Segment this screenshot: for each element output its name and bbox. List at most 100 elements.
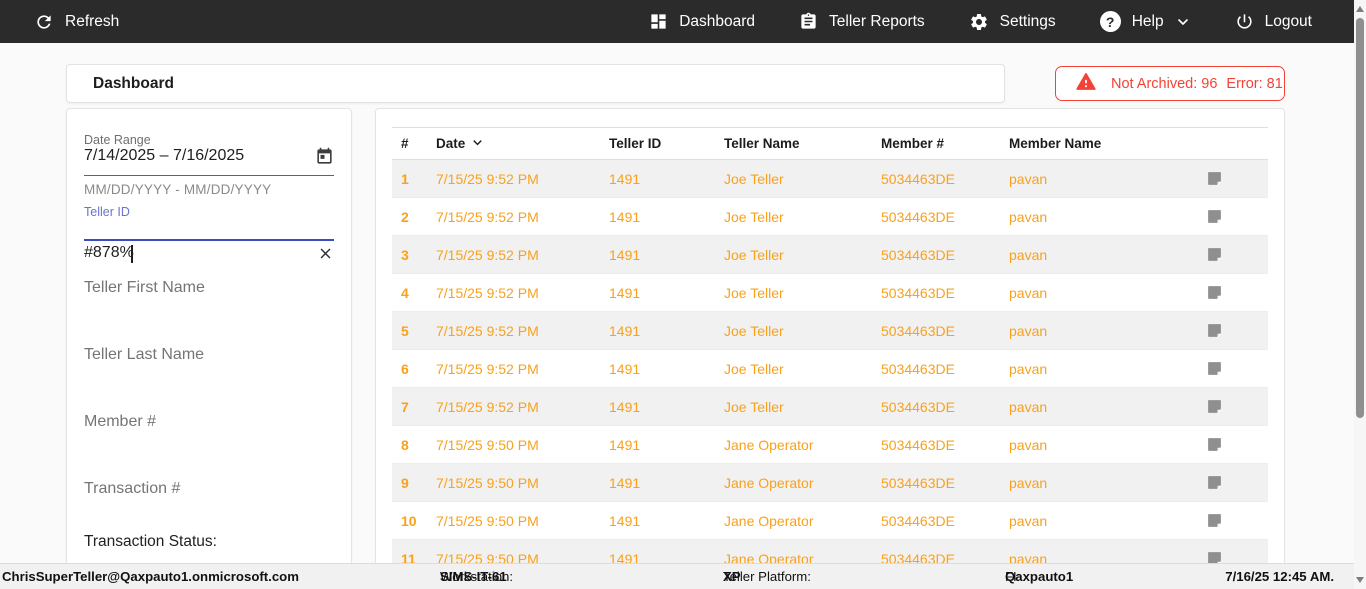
- note-icon[interactable]: [1206, 474, 1268, 491]
- dashboard-icon: [649, 12, 668, 31]
- row-number: 9: [392, 463, 436, 502]
- row-teller-id: 1491: [609, 273, 724, 312]
- row-teller-id: 1491: [609, 311, 724, 350]
- row-teller-name: Jane Operator: [724, 501, 881, 540]
- row-teller-id: 1491: [609, 463, 724, 502]
- table-row[interactable]: 1 7/15/25 9:52 PM 1491 Joe Teller 503446…: [392, 159, 1268, 198]
- note-icon[interactable]: [1206, 512, 1268, 529]
- power-icon: [1235, 12, 1254, 31]
- teller-reports-icon: [799, 12, 818, 31]
- error-count: Error: 81: [1226, 75, 1283, 92]
- vertical-scrollbar[interactable]: [1354, 0, 1366, 589]
- table-row[interactable]: 2 7/15/25 9:52 PM 1491 Joe Teller 503446…: [392, 197, 1268, 236]
- row-date: 7/15/25 9:52 PM: [436, 349, 609, 388]
- page-title-card: Dashboard: [66, 64, 1005, 103]
- row-member-number: 5034463DE: [881, 273, 1009, 312]
- row-member-number: 5034463DE: [881, 349, 1009, 388]
- nav-item-teller-reports[interactable]: Teller Reports: [799, 12, 925, 31]
- row-member-number: 5034463DE: [881, 311, 1009, 350]
- logout-button[interactable]: Logout: [1235, 12, 1312, 31]
- row-member-number: 5034463DE: [881, 159, 1009, 198]
- top-nav: Refresh Dashboard Teller Reports Setting…: [0, 0, 1354, 43]
- row-teller-name: Joe Teller: [724, 387, 881, 426]
- table-row[interactable]: 9 7/15/25 9:50 PM 1491 Jane Operator 503…: [392, 463, 1268, 502]
- status-bar: ChrisSuperTeller@Qaxpauto1.onmicrosoft.c…: [0, 563, 1366, 589]
- row-member-name: pavan: [1009, 235, 1206, 274]
- note-icon[interactable]: [1206, 398, 1268, 415]
- row-teller-name: Jane Operator: [724, 463, 881, 502]
- text-cursor: [131, 245, 133, 263]
- table-row[interactable]: 6 7/15/25 9:52 PM 1491 Joe Teller 503446…: [392, 349, 1268, 388]
- calendar-icon[interactable]: [315, 147, 334, 171]
- row-note-cell: [1206, 463, 1268, 502]
- nav-item-dashboard[interactable]: Dashboard: [649, 12, 755, 31]
- teller-last-name-input[interactable]: [84, 346, 334, 370]
- row-member-number: 5034463DE: [881, 387, 1009, 426]
- filter-panel: Date Range 7/14/2025 – 7/16/2025 MM/DD/Y…: [66, 108, 352, 589]
- note-icon[interactable]: [1206, 322, 1268, 339]
- row-teller-name: Jane Operator: [724, 425, 881, 464]
- row-date: 7/15/25 9:50 PM: [436, 425, 609, 464]
- scrollbar-up-arrow[interactable]: [1354, 2, 1366, 16]
- teller-id-value[interactable]: #878%: [84, 244, 134, 261]
- col-header-member-name[interactable]: Member Name: [1009, 127, 1206, 160]
- workstation-info: Workstation: SIMS-IT-61: [440, 569, 514, 584]
- member-number-input[interactable]: [84, 413, 334, 437]
- note-icon[interactable]: [1206, 360, 1268, 377]
- note-icon[interactable]: [1206, 170, 1268, 187]
- fi-info: FI: Qaxpauto1: [1005, 569, 1074, 584]
- archive-error-alert[interactable]: Not Archived: 96 Error: 81: [1055, 66, 1285, 101]
- table-row[interactable]: 7 7/15/25 9:52 PM 1491 Joe Teller 503446…: [392, 387, 1268, 426]
- row-teller-id: 1491: [609, 159, 724, 198]
- note-icon[interactable]: [1206, 436, 1268, 453]
- results-table: # Date Teller ID Teller Name Member # Me…: [392, 127, 1268, 578]
- table-row[interactable]: 4 7/15/25 9:52 PM 1491 Joe Teller 503446…: [392, 273, 1268, 312]
- row-number: 2: [392, 197, 436, 236]
- row-member-number: 5034463DE: [881, 235, 1009, 274]
- row-note-cell: [1206, 387, 1268, 426]
- scrollbar-thumb[interactable]: [1356, 18, 1364, 418]
- row-note-cell: [1206, 425, 1268, 464]
- col-header-number[interactable]: #: [392, 127, 436, 160]
- row-number: 3: [392, 235, 436, 274]
- col-header-note: [1206, 127, 1268, 160]
- row-member-name: pavan: [1009, 159, 1206, 198]
- transaction-number-input[interactable]: [84, 480, 334, 504]
- row-teller-name: Joe Teller: [724, 159, 881, 198]
- col-header-teller-name[interactable]: Teller Name: [724, 127, 881, 160]
- row-teller-id: 1491: [609, 425, 724, 464]
- note-icon[interactable]: [1206, 246, 1268, 263]
- refresh-label: Refresh: [65, 12, 120, 30]
- sort-descending-icon: [469, 134, 486, 154]
- refresh-button[interactable]: Refresh: [0, 12, 119, 32]
- col-header-teller-id[interactable]: Teller ID: [609, 127, 724, 160]
- row-note-cell: [1206, 501, 1268, 540]
- transaction-status-label: Transaction Status:: [84, 533, 217, 550]
- teller-first-name-input[interactable]: [84, 279, 334, 303]
- row-date: 7/15/25 9:52 PM: [436, 311, 609, 350]
- logged-in-user: ChrisSuperTeller@Qaxpauto1.onmicrosoft.c…: [2, 569, 299, 584]
- note-icon[interactable]: [1206, 208, 1268, 225]
- date-range-field[interactable]: 7/14/2025 – 7/16/2025: [84, 147, 334, 173]
- teller-platform-info: Teller Platform: XP: [723, 569, 811, 584]
- note-icon[interactable]: [1206, 284, 1268, 301]
- row-member-name: pavan: [1009, 387, 1206, 426]
- row-member-number: 5034463DE: [881, 463, 1009, 502]
- scrollbar-down-arrow[interactable]: [1354, 573, 1366, 587]
- row-member-number: 5034463DE: [881, 425, 1009, 464]
- row-date: 7/15/25 9:52 PM: [436, 387, 609, 426]
- col-header-date[interactable]: Date: [436, 127, 609, 160]
- member-number-field: [84, 413, 334, 437]
- nav-item-settings[interactable]: Settings: [969, 12, 1056, 32]
- teller-last-name-field: [84, 346, 334, 370]
- col-header-member-number[interactable]: Member #: [881, 127, 1009, 160]
- table-row[interactable]: 5 7/15/25 9:52 PM 1491 Joe Teller 503446…: [392, 311, 1268, 350]
- row-note-cell: [1206, 197, 1268, 236]
- table-row[interactable]: 3 7/15/25 9:52 PM 1491 Joe Teller 503446…: [392, 235, 1268, 274]
- row-date: 7/15/25 9:52 PM: [436, 273, 609, 312]
- table-row[interactable]: 10 7/15/25 9:50 PM 1491 Jane Operator 50…: [392, 501, 1268, 540]
- nav-item-help[interactable]: ? Help: [1099, 11, 1191, 32]
- table-row[interactable]: 8 7/15/25 9:50 PM 1491 Jane Operator 503…: [392, 425, 1268, 464]
- settings-gear-icon: [969, 12, 989, 32]
- clear-icon[interactable]: [317, 245, 334, 267]
